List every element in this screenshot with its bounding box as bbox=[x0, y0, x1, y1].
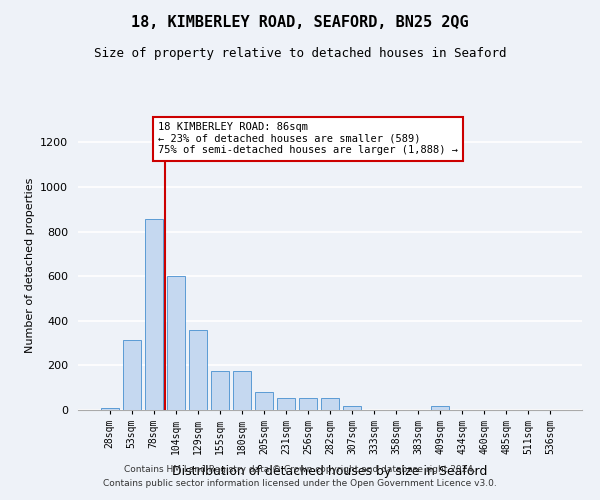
Bar bbox=[233, 371, 251, 410]
Bar bbox=[255, 392, 273, 410]
Bar bbox=[167, 276, 185, 410]
Text: Size of property relative to detached houses in Seaford: Size of property relative to detached ho… bbox=[94, 48, 506, 60]
Bar bbox=[101, 408, 119, 410]
Bar bbox=[431, 406, 449, 410]
Bar bbox=[299, 398, 317, 410]
Bar bbox=[277, 398, 295, 410]
Text: 18 KIMBERLEY ROAD: 86sqm
← 23% of detached houses are smaller (589)
75% of semi-: 18 KIMBERLEY ROAD: 86sqm ← 23% of detach… bbox=[158, 122, 458, 156]
Bar bbox=[321, 398, 339, 410]
Y-axis label: Number of detached properties: Number of detached properties bbox=[25, 178, 35, 352]
Text: Contains HM Land Registry data © Crown copyright and database right 2024.
Contai: Contains HM Land Registry data © Crown c… bbox=[103, 466, 497, 487]
Bar bbox=[343, 406, 361, 410]
Bar bbox=[145, 220, 163, 410]
Bar bbox=[123, 340, 140, 410]
Bar bbox=[189, 330, 206, 410]
X-axis label: Distribution of detached houses by size in Seaford: Distribution of detached houses by size … bbox=[172, 466, 488, 478]
Text: 18, KIMBERLEY ROAD, SEAFORD, BN25 2QG: 18, KIMBERLEY ROAD, SEAFORD, BN25 2QG bbox=[131, 15, 469, 30]
Bar bbox=[211, 371, 229, 410]
